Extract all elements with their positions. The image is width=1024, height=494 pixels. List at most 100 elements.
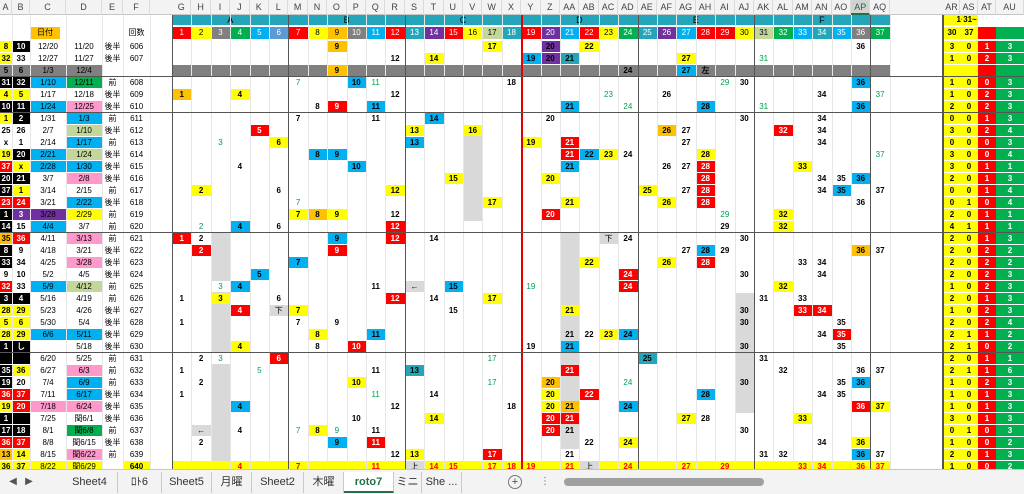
row-num-a[interactable]: 1 <box>0 209 12 220</box>
cell-r2-n28[interactable]: 左 <box>701 66 710 75</box>
round-cell[interactable]: 629 <box>123 329 150 340</box>
cell-r15-n4[interactable]: 4 <box>230 221 250 232</box>
lunar-date-cell[interactable]: 1/10 <box>66 125 102 136</box>
round-cell[interactable]: 619 <box>123 209 150 220</box>
round-cell[interactable]: 617 <box>123 185 150 196</box>
column-header-n[interactable]: N <box>308 0 328 15</box>
cell-r0-n22[interactable]: 22 <box>579 41 599 52</box>
date-cell[interactable]: 7/11 <box>30 389 66 400</box>
row-num-a[interactable]: 19 <box>0 377 12 388</box>
cell-r5-n21[interactable]: 21 <box>560 101 580 112</box>
period-cell[interactable]: 後半 <box>102 197 123 208</box>
row-num-b[interactable]: 37 <box>12 461 30 469</box>
cell-r26-n3[interactable]: 3 <box>210 353 231 364</box>
date-cell[interactable]: 12/20 <box>30 41 66 52</box>
round-cell[interactable]: 630 <box>123 341 150 352</box>
round-cell[interactable]: 639 <box>123 449 150 460</box>
cell-r32-n30[interactable]: 30 <box>739 426 749 435</box>
cell-r3-n29[interactable]: 29 <box>715 77 735 88</box>
date-cell[interactable]: 6/6 <box>30 329 66 340</box>
prev-sheet-button[interactable]: ◀ <box>9 476 17 487</box>
lunar-date-cell[interactable]: 閏6/1 <box>66 413 102 424</box>
cell-r33-n36[interactable]: 36 <box>851 437 871 448</box>
lunar-date-cell[interactable]: 3/7 <box>66 221 102 232</box>
period-cell[interactable]: 前 <box>102 185 123 196</box>
cell-r23-n7[interactable]: 7 <box>295 318 301 327</box>
cell-r35-n24[interactable]: 24 <box>623 462 633 469</box>
cell-r28-n24[interactable]: 24 <box>618 377 638 388</box>
period-cell[interactable]: 前 <box>102 353 123 364</box>
column-header-q[interactable]: Q <box>366 0 386 15</box>
cell-r21-n31[interactable]: 31 <box>759 294 769 303</box>
cell-r21-n6[interactable]: 6 <box>276 294 281 303</box>
cell-r24-n24[interactable]: 24 <box>618 329 638 340</box>
cell-r9-n21[interactable]: 21 <box>560 149 580 160</box>
cell-r3-n36[interactable]: 36 <box>851 77 871 88</box>
cell-r8-n6[interactable]: 6 <box>269 137 289 148</box>
cell-r32-n20[interactable]: 20 <box>540 425 560 436</box>
cell-r26-n2[interactable]: 2 <box>198 354 204 363</box>
cell-r12-n12[interactable]: 12 <box>385 185 405 196</box>
lunar-date-cell[interactable]: 12/11 <box>66 77 102 88</box>
cell-r6-n11[interactable]: 11 <box>371 114 380 123</box>
column-header-ar[interactable]: AR <box>944 0 960 15</box>
cell-r34-n37[interactable]: 37 <box>875 450 885 459</box>
cell-r2-n24[interactable]: 24 <box>623 66 633 75</box>
column-header-a[interactable]: A <box>0 0 12 15</box>
cell-r31-n14[interactable]: 14 <box>424 413 444 424</box>
cell-r16-n9[interactable]: 9 <box>327 233 347 244</box>
cell-r11-n36[interactable]: 36 <box>851 173 871 184</box>
cell-r31-n10[interactable]: 10 <box>351 414 361 423</box>
cell-r25-n30[interactable]: 30 <box>739 342 749 351</box>
cell-r25-n8[interactable]: 8 <box>315 342 320 351</box>
cell-r5-n9[interactable]: 9 <box>327 101 347 112</box>
column-header-as[interactable]: AS <box>960 0 978 15</box>
cell-r1-n12[interactable]: 12 <box>390 54 400 63</box>
row-num-b[interactable]: 20 <box>12 377 30 388</box>
row-num-a[interactable]: 5 <box>0 65 12 76</box>
cell-r6-n7[interactable]: 7 <box>295 114 301 123</box>
round-cell[interactable]: 620 <box>123 221 150 232</box>
cell-r16-n30[interactable]: 30 <box>739 234 749 243</box>
cell-r32-n7[interactable]: 7 <box>288 425 308 436</box>
column-header-y[interactable]: Y <box>521 0 541 15</box>
spreadsheet-grid[interactable]: ABCDEF日付回数123456789101112131415161718192… <box>0 15 1024 469</box>
cell-r19-n24[interactable]: 24 <box>618 269 638 280</box>
cell-r30-n4[interactable]: 4 <box>230 401 250 412</box>
row-num-a[interactable]: 33 <box>0 257 12 268</box>
date-cell[interactable] <box>30 341 66 352</box>
cell-r20-n19[interactable]: 19 <box>521 281 541 292</box>
column-header-b[interactable]: B <box>12 0 30 15</box>
row-num-a[interactable]: 35 <box>0 233 12 244</box>
row-num-b[interactable]: 32 <box>12 77 30 88</box>
row-num-b[interactable]: 10 <box>12 41 30 52</box>
row-num-b[interactable]: 2 <box>12 113 30 124</box>
period-cell[interactable]: 後半 <box>102 437 123 448</box>
cell-r10-n4[interactable]: 4 <box>237 162 243 171</box>
cell-r34-n17[interactable]: 17 <box>482 449 502 460</box>
cell-r26-n17[interactable]: 17 <box>482 353 502 364</box>
lunar-date-cell[interactable]: 12/18 <box>66 89 102 100</box>
period-cell[interactable]: 前 <box>102 137 123 148</box>
cell-r15-n6[interactable]: 6 <box>276 222 281 231</box>
cell-r8-n21[interactable]: 21 <box>560 137 580 148</box>
round-cell[interactable]: 621 <box>123 233 150 244</box>
cell-r31-n21[interactable]: 21 <box>560 413 580 424</box>
cell-r0-n20[interactable]: 20 <box>540 41 560 52</box>
period-cell[interactable]: 後半 <box>102 101 123 112</box>
cell-r6-n30[interactable]: 30 <box>739 114 749 123</box>
cell-r30-n36[interactable]: 36 <box>851 401 871 412</box>
cell-r11-n15[interactable]: 15 <box>443 173 463 184</box>
row-num-a[interactable]: 19 <box>0 401 12 412</box>
row-num-b[interactable]: 29 <box>12 305 30 316</box>
cell-r14-n29[interactable]: 29 <box>715 209 735 220</box>
round-cell[interactable]: 638 <box>123 437 150 448</box>
round-cell[interactable]: 624 <box>123 269 150 280</box>
cell-r5-n31[interactable]: 31 <box>754 101 774 112</box>
column-header-an[interactable]: AN <box>812 0 832 15</box>
cell-r15-n12[interactable]: 12 <box>385 221 405 232</box>
cell-r28-n10[interactable]: 10 <box>346 377 366 388</box>
lunar-date-cell[interactable]: 4/12 <box>66 281 102 292</box>
row-num-a[interactable]: 13 <box>0 449 12 460</box>
row-num-b[interactable]: 36 <box>12 233 30 244</box>
